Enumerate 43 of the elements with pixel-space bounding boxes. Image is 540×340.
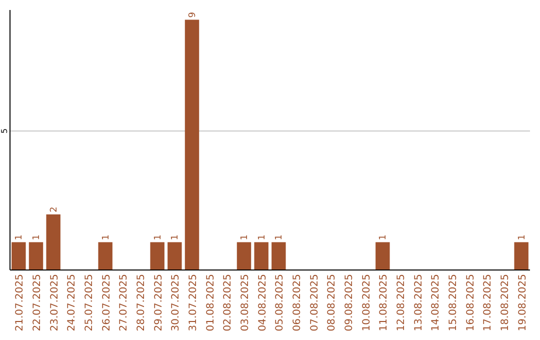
x-tick-label: 06.08.2025 bbox=[292, 274, 303, 332]
x-tick-label: 18.08.2025 bbox=[500, 274, 511, 332]
x-tick-label: 01.08.2025 bbox=[205, 274, 216, 332]
x-tick-label: 05.08.2025 bbox=[274, 274, 286, 332]
data-label: 9 bbox=[188, 12, 198, 18]
data-label: 1 bbox=[378, 234, 389, 240]
x-tick-label: 13.08.2025 bbox=[413, 274, 424, 332]
x-tick-label: 16.08.2025 bbox=[465, 274, 476, 332]
x-tick-label: 21.07.2025 bbox=[14, 274, 26, 332]
x-tick-label: 11.08.2025 bbox=[378, 274, 390, 332]
x-tick-label: 02.08.2025 bbox=[222, 274, 234, 332]
x-tick-label: 24.07.2025 bbox=[66, 274, 78, 332]
data-label: 1 bbox=[517, 234, 528, 240]
x-tick-label: 22.07.2025 bbox=[32, 274, 43, 332]
data-label: 1 bbox=[257, 234, 268, 240]
data-label: 2 bbox=[49, 206, 60, 212]
data-label: 1 bbox=[170, 234, 181, 240]
x-tick-label: 03.08.2025 bbox=[240, 274, 251, 332]
x-tick-label: 17.08.2025 bbox=[482, 274, 494, 332]
x-tick-label: 25.07.2025 bbox=[84, 274, 95, 332]
x-tick-label: 31.07.2025 bbox=[188, 274, 199, 332]
x-tick-label: 23.07.2025 bbox=[49, 274, 60, 332]
data-label: 1 bbox=[14, 234, 25, 240]
data-label: 1 bbox=[274, 234, 285, 240]
x-tick-label: 29.07.2025 bbox=[153, 274, 164, 332]
x-tick-label: 12.08.2025 bbox=[396, 274, 407, 332]
x-tick-label: 10.08.2025 bbox=[361, 274, 372, 332]
data-label: 1 bbox=[153, 234, 164, 240]
x-tick-label: 14.08.2025 bbox=[430, 274, 442, 332]
x-tick-label: 07.08.2025 bbox=[309, 274, 320, 332]
x-tick-label: 30.07.2025 bbox=[170, 274, 182, 332]
x-tick-label: 27.07.2025 bbox=[118, 274, 130, 332]
x-tick-label: 19.08.2025 bbox=[517, 274, 528, 332]
data-label: 1 bbox=[101, 234, 112, 240]
x-tick-label: 28.07.2025 bbox=[136, 274, 147, 332]
x-tick-label: 08.08.2025 bbox=[326, 274, 338, 332]
y-tick-label: 5 bbox=[0, 128, 9, 134]
x-tick-label: 26.07.2025 bbox=[101, 274, 112, 332]
x-tick-label: 04.08.2025 bbox=[257, 274, 268, 332]
data-label: 1 bbox=[32, 234, 42, 240]
x-tick-label: 15.08.2025 bbox=[448, 274, 459, 332]
x-tick-label: 09.08.2025 bbox=[344, 274, 355, 332]
data-label: 1 bbox=[240, 234, 250, 240]
